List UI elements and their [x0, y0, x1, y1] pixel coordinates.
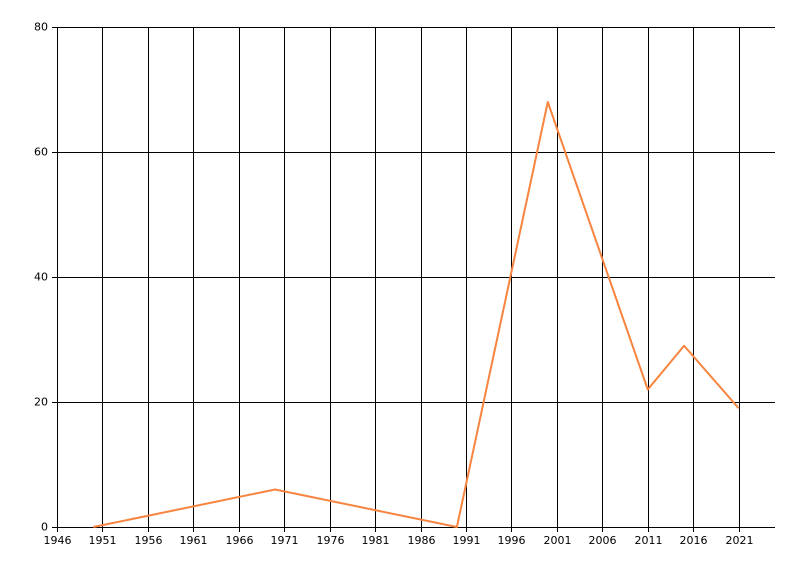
x-tick-label: 2016 [680, 534, 708, 547]
x-tick-label: 2021 [726, 534, 754, 547]
y-tick-label: 20 [34, 396, 48, 409]
x-tick-label: 1976 [317, 534, 345, 547]
y-tick-label: 40 [34, 271, 48, 284]
y-tick-label: 60 [34, 146, 48, 159]
x-tick-label: 1971 [271, 534, 299, 547]
x-tick-label: 2001 [544, 534, 572, 547]
y-tick-label: 80 [34, 21, 48, 34]
y-tick-label: 0 [41, 521, 48, 534]
x-tick-label: 1991 [453, 534, 481, 547]
x-tick-label: 1966 [226, 534, 254, 547]
x-tick-label: 2006 [589, 534, 617, 547]
x-tick-label: 1951 [89, 534, 117, 547]
x-tick-label: 1946 [44, 534, 72, 547]
x-tick-label: 2011 [635, 534, 663, 547]
x-tick-label: 1956 [135, 534, 163, 547]
x-tick-label: 1981 [362, 534, 390, 547]
x-tick-label: 1961 [180, 534, 208, 547]
x-tick-label: 1986 [408, 534, 436, 547]
x-tick-label: 1996 [498, 534, 526, 547]
line [93, 101, 740, 528]
